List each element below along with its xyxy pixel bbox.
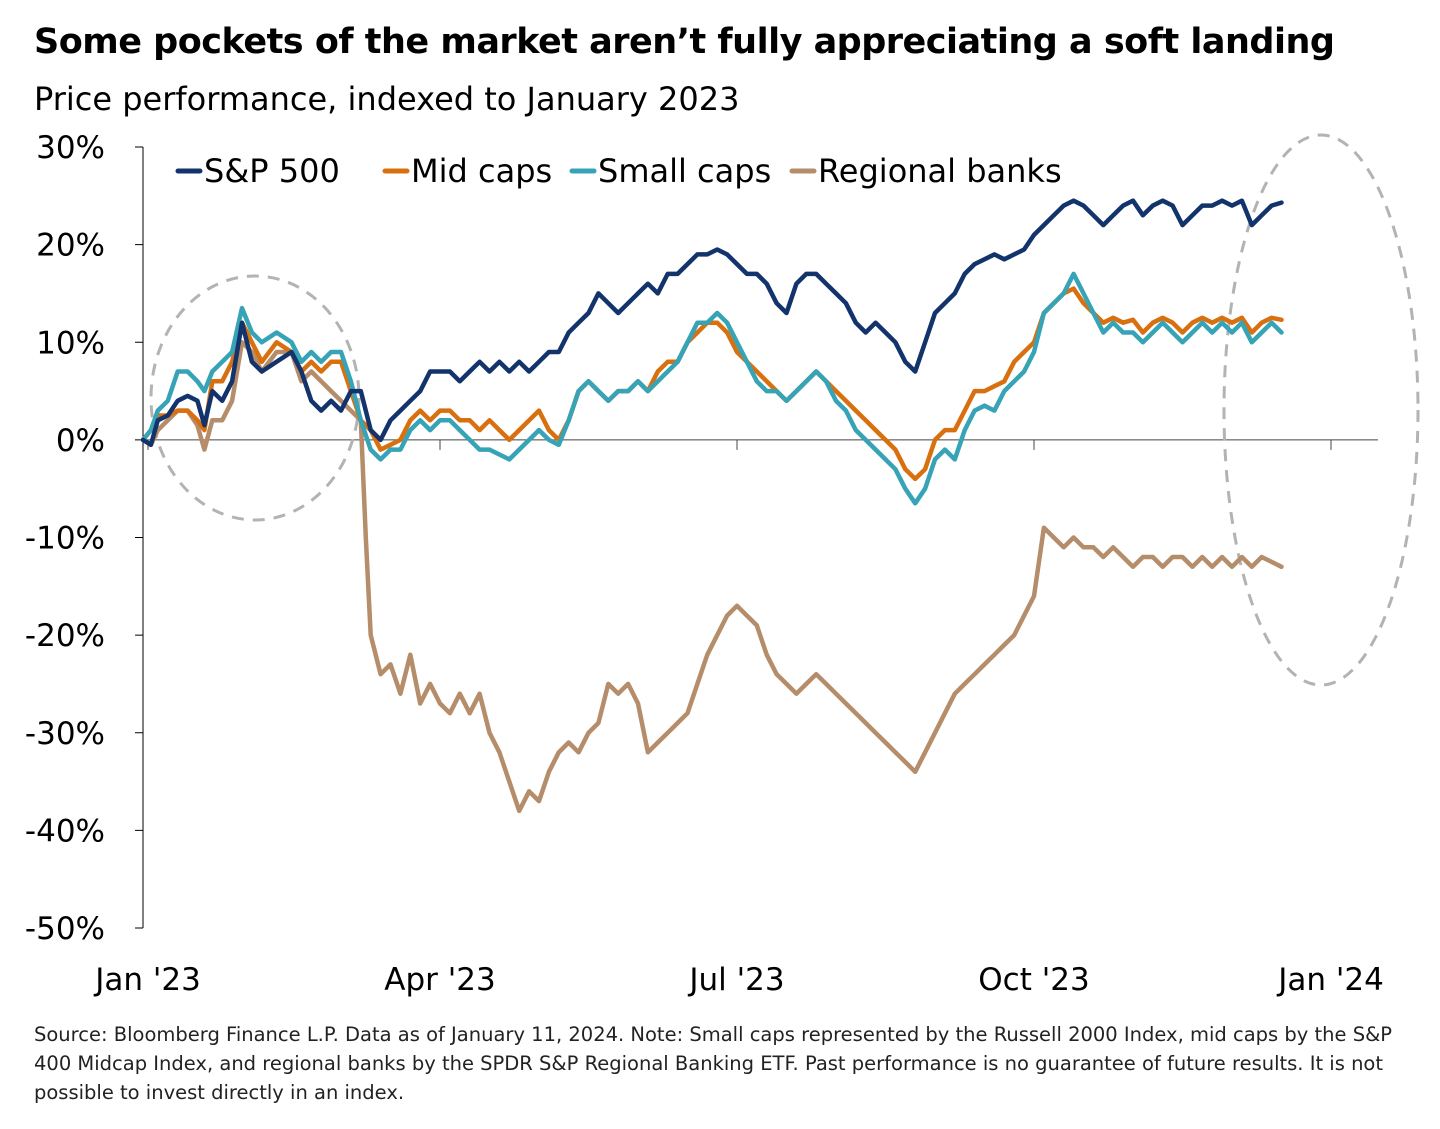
x-tick-label: Apr '23: [384, 962, 495, 998]
y-tick-label: 20%: [36, 228, 105, 264]
line-chart: 30% 20% 10% 0% -10% -20% -30% -40% -50% Jan '23 A…: [25, 130, 1420, 998]
x-tick-label: Oct '23: [978, 962, 1089, 998]
source-footnote: Source: Bloomberg Finance L.P. Data as o…: [34, 1023, 1393, 1104]
x-tick-label: Jan '24: [1276, 962, 1384, 998]
y-axis: 30% 20% 10% 0% -10% -20% -30% -40% -50%: [25, 130, 144, 947]
highlight-annotations: [149, 133, 1420, 687]
legend-label: Mid caps: [411, 152, 552, 190]
legend-item: Mid caps: [382, 152, 552, 190]
x-tick-label: Jan '23: [93, 962, 201, 998]
chart-subtitle: Price performance, indexed to January 20…: [34, 80, 740, 118]
y-tick-label: -20%: [25, 618, 105, 654]
legend-item: Small caps: [569, 152, 771, 190]
highlight-circle-early-2023: [149, 274, 361, 522]
x-axis: Jan '23 Apr '23 Jul '23 Oct '23 Jan '24: [93, 439, 1384, 998]
y-tick-label: 0%: [56, 423, 105, 459]
legend-label: S&P 500: [204, 152, 340, 190]
y-tick-label: -40%: [25, 813, 105, 849]
chart-title: Some pockets of the market aren’t fully …: [34, 22, 1335, 62]
legend-item: S&P 500: [175, 152, 340, 190]
y-tick-label: -50%: [25, 911, 105, 947]
y-tick-label: -10%: [25, 521, 105, 557]
y-tick-label: 10%: [36, 325, 105, 361]
legend-item: Regional banks: [789, 152, 1062, 190]
legend-label: Regional banks: [818, 152, 1062, 190]
y-tick-label: -30%: [25, 716, 105, 752]
series-line-regional-banks: [140, 340, 1284, 814]
legend-label: Small caps: [598, 152, 771, 190]
y-tick-label: 30%: [36, 130, 105, 166]
x-tick-label: Jul '23: [687, 962, 784, 998]
highlight-oval-late-2023: [1222, 133, 1420, 687]
series-line-s-p-500: [140, 198, 1284, 448]
legend: S&P 500 Mid caps Small caps Regional banks: [175, 152, 1062, 190]
series-lines: [140, 198, 1284, 814]
series-line-small-caps: [140, 271, 1284, 506]
